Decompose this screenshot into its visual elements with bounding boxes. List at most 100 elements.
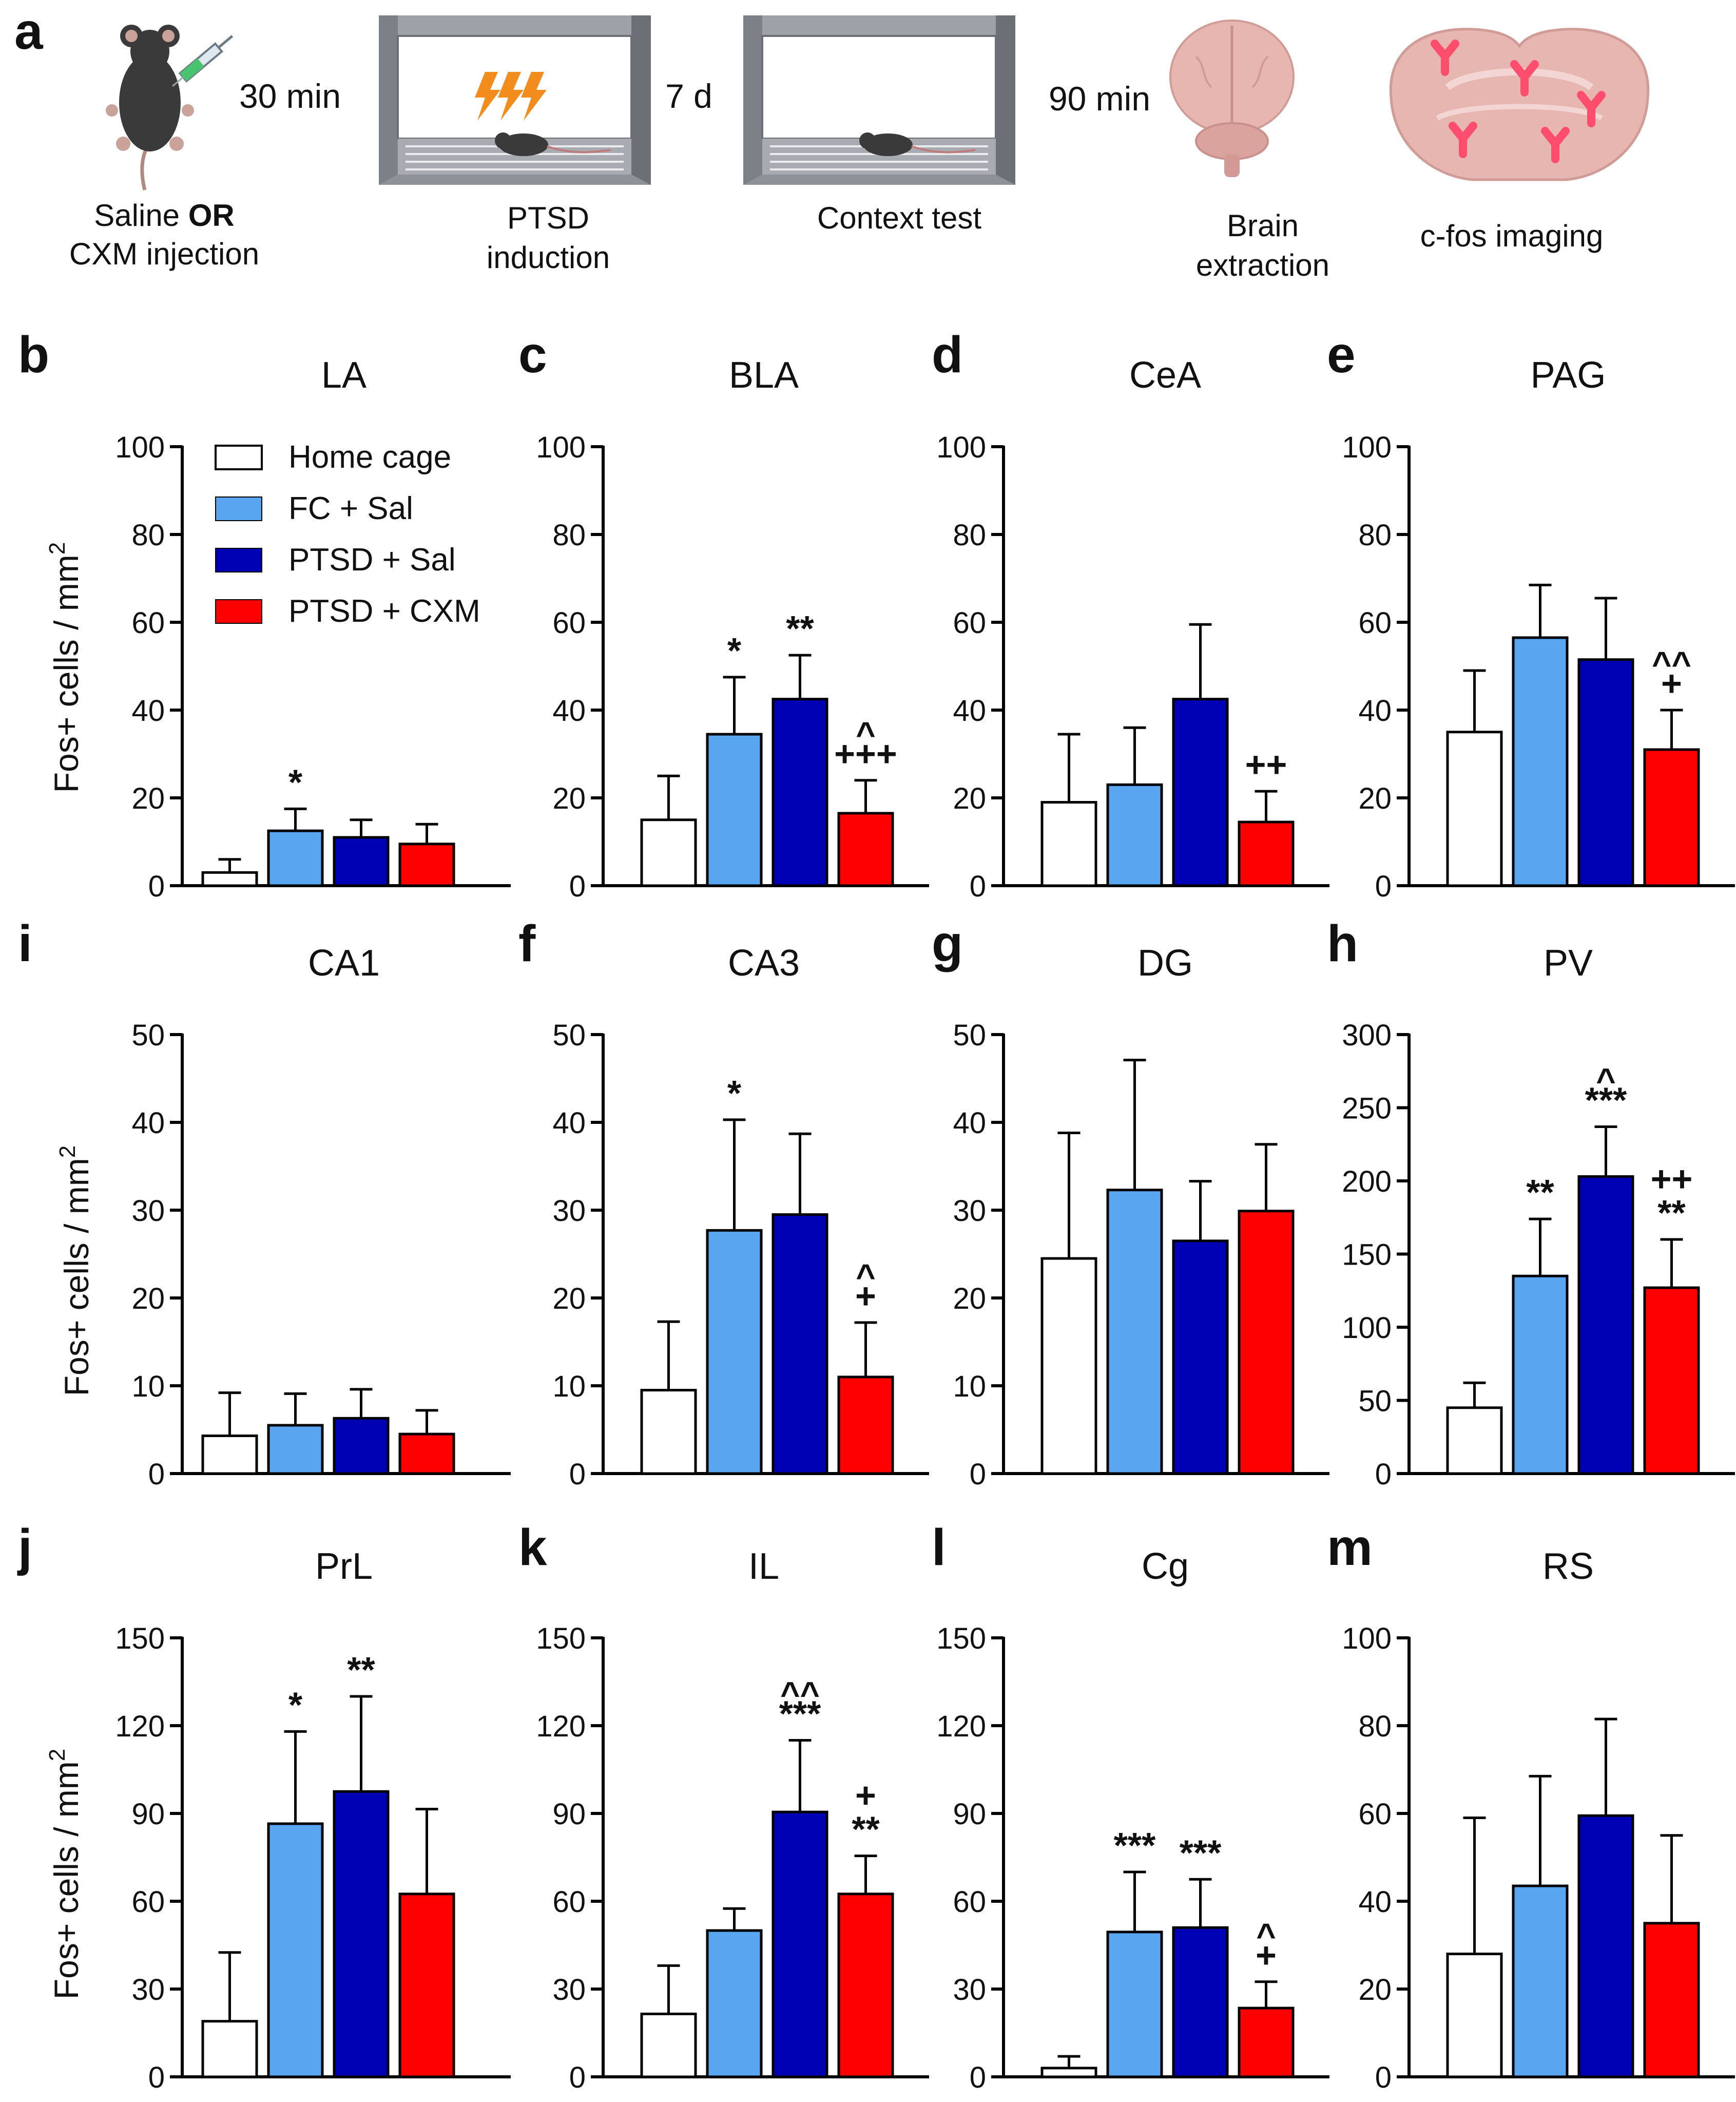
legend: Home cage FC + Sal PTSD + Sal PTSD + CXM [215, 439, 480, 629]
y-tick-label: 80 [953, 519, 986, 552]
chart-title-b: LA [321, 355, 367, 396]
y-tick-label: 90 [131, 1798, 165, 1831]
y-tick-label: 50 [1358, 1385, 1392, 1418]
brain-slice-antibody-icon [1389, 28, 1650, 181]
significance-label: +++ [834, 734, 897, 774]
significance-label: ^ [1596, 1061, 1616, 1099]
y-tick-label: 0 [1375, 870, 1392, 903]
bar-ptsd-cxm [1238, 820, 1295, 887]
significance-label: *** [1114, 1825, 1156, 1865]
bar-home-cage [640, 818, 697, 887]
y-tick-label: 150 [1342, 1238, 1392, 1272]
mouse-body-shape [119, 54, 181, 151]
y-axis-label-row2: Fos+ cells / mm2 [55, 1145, 95, 1396]
bar-ptsd-sal [1577, 1175, 1634, 1475]
bar-fc-sal [1106, 1931, 1163, 2078]
y-tick-label: 30 [131, 1973, 165, 2007]
legend-label-fc-sal: FC + Sal [288, 491, 413, 526]
y-tick-label: 20 [953, 1282, 986, 1315]
significance-label: + [855, 1775, 876, 1816]
y-tick-label: 40 [131, 694, 165, 728]
y-tick-label: 150 [536, 1622, 586, 1655]
y-tick-label: 100 [536, 431, 586, 464]
arrow3-duration: 90 min [1049, 80, 1150, 118]
brain-icon [1169, 20, 1295, 177]
y-tick-label: 10 [953, 1370, 986, 1403]
y-tick-label: 0 [569, 870, 586, 903]
significance-label: * [288, 762, 303, 802]
y-tick-label: 90 [953, 1798, 986, 1831]
chart-title-l: Cg [1142, 1546, 1189, 1587]
panel-letter-f: f [518, 915, 536, 972]
y-tick-label: 30 [131, 1194, 165, 1228]
significance-label: *** [1180, 1832, 1222, 1872]
bar-fc-sal [267, 1424, 324, 1475]
legend-swatch-fc-sal [215, 496, 262, 521]
bar-ptsd-cxm [398, 1893, 455, 2078]
chart-panel-e: e PAG 0 20 40 60 80 100 +^^ [1327, 326, 1735, 903]
panel-letter-e: e [1327, 326, 1356, 384]
arrow1-duration: 30 min [239, 77, 341, 115]
y-tick-label: 40 [1358, 1885, 1392, 1919]
bar-home-cage [1040, 2067, 1097, 2078]
y-tick-label: 0 [569, 1458, 586, 1491]
bar-home-cage [1040, 1257, 1097, 1475]
y-tick-label: 0 [970, 870, 986, 903]
panel-letter-g: g [932, 915, 963, 972]
bar-home-cage [640, 1389, 697, 1475]
significance-label: ++ [1245, 744, 1287, 785]
y-tick-label: 0 [569, 2061, 586, 2094]
significance-label: *** [779, 1694, 821, 1734]
chart-panel-g: g DG 0 10 20 30 40 50 [932, 915, 1329, 1491]
bar-home-cage [1446, 1953, 1503, 2078]
bar-ptsd-cxm [837, 812, 894, 887]
bar-fc-sal [706, 733, 763, 887]
y-tick-label: 30 [953, 1973, 986, 2007]
bar-ptsd-cxm [1643, 748, 1700, 887]
y-tick-label: 300 [1342, 1019, 1392, 1052]
y-tick-label: 40 [1358, 694, 1392, 728]
mouse-with-syringe-icon [106, 25, 234, 190]
y-tick-label: 120 [536, 1710, 586, 1743]
significance-label: ++ [1651, 1159, 1693, 1199]
bar-fc-sal [1512, 1274, 1569, 1475]
y-tick-label: 60 [1358, 1798, 1392, 1831]
bar-home-cage [201, 1434, 258, 1475]
significance-label: + [1661, 663, 1682, 703]
y-tick-label: 30 [552, 1194, 586, 1228]
chart-panel-f: f CA3 0 10 20 30 40 50 * +^ [518, 915, 929, 1491]
bar-home-cage [201, 871, 258, 887]
chart-title-h: PV [1544, 943, 1593, 984]
y-axis-label-row3: Fos+ cells / mm2 [45, 1749, 85, 1999]
y-tick-label: 80 [552, 519, 586, 552]
bar-home-cage [1446, 1406, 1503, 1475]
y-tick-label: 20 [1358, 782, 1392, 815]
y-tick-label: 60 [131, 1885, 165, 1919]
y-tick-label: 80 [1358, 1710, 1392, 1743]
chart-title-g: DG [1137, 943, 1193, 984]
y-tick-label: 100 [1342, 1311, 1392, 1345]
bar-ptsd-cxm [398, 843, 455, 887]
significance-label: + [1256, 1935, 1277, 1975]
y-tick-label: 60 [552, 606, 586, 640]
y-tick-label: 0 [148, 2061, 165, 2094]
y-tick-label: 120 [936, 1710, 986, 1743]
y-tick-label: 200 [1342, 1165, 1392, 1198]
y-tick-label: 0 [1375, 1458, 1392, 1491]
legend-label-ptsd-cxm: PTSD + CXM [288, 594, 480, 629]
bar-fc-sal [1512, 636, 1569, 887]
chart-title-j: PrL [315, 1546, 373, 1587]
bar-ptsd-cxm [1643, 1286, 1700, 1475]
significance-label: + [855, 1276, 876, 1316]
y-tick-label: 100 [1342, 1622, 1392, 1655]
y-tick-label: 40 [953, 694, 986, 728]
chart-title-m: RS [1542, 1546, 1594, 1587]
bar-ptsd-sal [1172, 698, 1229, 887]
y-tick-label: 20 [953, 782, 986, 815]
y-tick-label: 30 [953, 1194, 986, 1228]
y-tick-label: 90 [552, 1798, 586, 1831]
step4-label-line1: Brain [1227, 208, 1299, 243]
y-tick-label: 150 [115, 1622, 165, 1655]
